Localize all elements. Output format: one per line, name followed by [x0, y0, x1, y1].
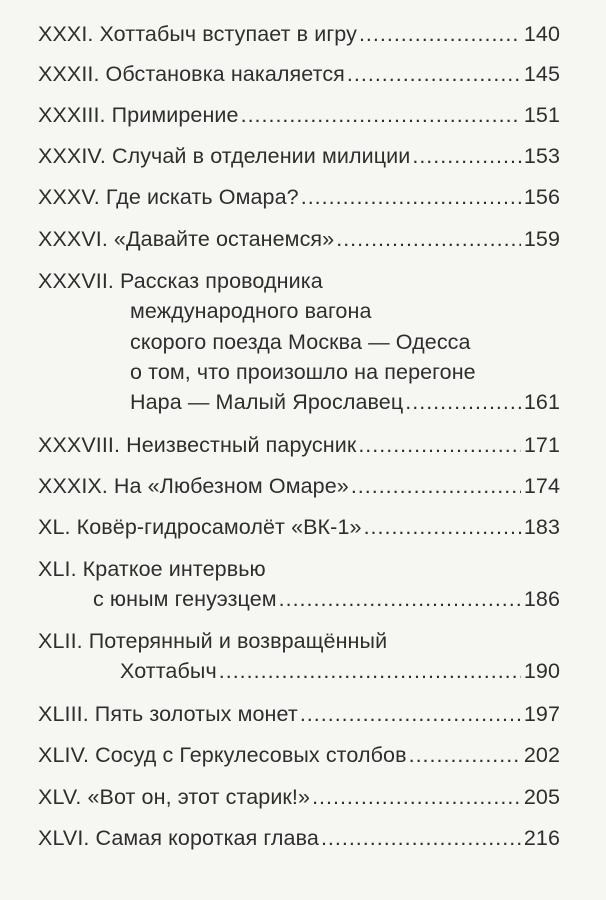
- dot-leader: [364, 515, 521, 540]
- toc-entry-line: XLII. Потерянный и возвращённый: [38, 629, 560, 657]
- dot-leader: [409, 743, 521, 768]
- chapter-title: скорого поезда Москва — Одесса: [130, 329, 471, 354]
- chapter-title: Примирение: [111, 103, 239, 127]
- toc-entry-line: с юным генуэзцем 186: [38, 587, 560, 615]
- page-number: 216: [523, 826, 560, 850]
- chapter-number: XLV.: [38, 785, 82, 809]
- chapter-number: XXXIII.: [38, 103, 106, 127]
- page-number: 171: [523, 433, 560, 457]
- chapter-title: Краткое интервью: [82, 557, 266, 581]
- toc-entry-line: Нара — Малый Ярославец 161: [38, 390, 560, 418]
- toc-entry-line: XXXVII. Рассказ проводника: [38, 269, 560, 297]
- chapter-title: Случай в отделении милиции: [111, 144, 411, 168]
- page-number: 161: [523, 390, 560, 415]
- page-number: 156: [523, 185, 560, 209]
- page-number: 174: [523, 474, 560, 498]
- chapter-number: XLI.: [38, 557, 77, 581]
- chapter-title: Ковёр-гидросамолёт «ВК-1»: [76, 515, 362, 539]
- page-number: 197: [523, 702, 560, 726]
- toc-entry-line: XLI. Краткое интервью: [38, 557, 560, 585]
- chapter-number: XXXI.: [38, 22, 94, 46]
- dot-leader: [358, 433, 521, 458]
- chapter-number: XLVI.: [38, 826, 90, 850]
- chapter-number: XLII.: [38, 629, 83, 653]
- toc-entry-line: XXXIX.На «Любезном Омаре» 174: [38, 474, 560, 502]
- chapter-number: XXXVI.: [38, 227, 108, 251]
- toc-entry-line: XXXI.Хоттабыч вступает в игру 140: [38, 22, 560, 50]
- dot-leader: [321, 826, 521, 851]
- dot-leader: [412, 144, 520, 169]
- dot-leader: [347, 62, 521, 87]
- toc-entry-line: XXXIII.Примирение 151: [38, 103, 560, 131]
- toc-entry-line: международного вагона: [38, 299, 560, 327]
- chapter-number: XXXII.: [38, 62, 100, 86]
- chapter-title: Неизвестный парусник: [126, 433, 357, 457]
- toc-entry-line: XXXIV.Случай в отделении милиции 153: [38, 144, 560, 172]
- toc-entry-line: XXXV.Где искать Омара? 156: [38, 185, 560, 213]
- chapter-title: Обстановка накаляется: [105, 62, 345, 86]
- chapter-title: На «Любезном Омаре»: [113, 474, 349, 498]
- dot-leader: [279, 587, 521, 612]
- dot-leader: [351, 474, 521, 499]
- chapter-title: Хоттабыч: [120, 659, 217, 684]
- page-number: 202: [523, 743, 560, 767]
- page-number: 183: [523, 515, 560, 539]
- dot-leader: [300, 702, 521, 727]
- toc-entry-line: скорого поезда Москва — Одесса: [38, 330, 560, 358]
- page-number: 151: [523, 103, 560, 127]
- chapter-title: международного вагона: [130, 299, 372, 324]
- chapter-number: XLIV.: [38, 743, 90, 767]
- toc-entry-line: XXXVI.«Давайте останемся» 159: [38, 227, 560, 255]
- chapter-title: Хоттабыч вступает в игру: [99, 22, 357, 46]
- toc-entry-line: XLIV.Сосуд с Геркулесовых столбов 202: [38, 743, 560, 771]
- chapter-title: о том, что произошло на перегоне: [130, 359, 476, 384]
- chapter-title: Потерянный и возвращённый: [88, 629, 388, 653]
- dot-leader: [405, 390, 521, 415]
- chapter-title: Где искать Омара?: [105, 185, 299, 209]
- page-number: 145: [523, 62, 560, 86]
- chapter-title: Пять золотых монет: [94, 702, 298, 726]
- chapter-number: XXXVIII.: [38, 433, 121, 457]
- page-number: 186: [523, 587, 560, 612]
- chapter-title: Самая короткая глава: [95, 826, 319, 850]
- chapter-title: Рассказ проводника: [119, 269, 323, 293]
- chapter-title: Нара — Малый Ярославец: [130, 390, 404, 415]
- chapter-title: «Давайте останемся»: [113, 227, 335, 251]
- chapter-number: XXXIX.: [38, 474, 108, 498]
- toc-entry-line: XLVI.Самая короткая глава 216: [38, 826, 560, 854]
- chapter-number: XXXVII.: [38, 269, 114, 293]
- chapter-number: XL.: [38, 515, 71, 539]
- toc-entry-line: XXXII.Обстановка накаляется 145: [38, 62, 560, 90]
- toc-entry-line: XXXVIII.Неизвестный парусник 171: [38, 433, 560, 461]
- page-number: 140: [523, 22, 560, 46]
- dot-leader: [336, 227, 521, 252]
- dot-leader: [301, 185, 521, 210]
- toc-entry-line: о том, что произошло на перегоне: [38, 360, 560, 388]
- toc-entry-line: XLV.«Вот он, этот старик!» 205: [38, 785, 560, 813]
- chapter-title: Сосуд с Геркулесовых столбов: [95, 743, 407, 767]
- chapter-number: XLIII.: [38, 702, 89, 726]
- dot-leader: [359, 22, 521, 47]
- chapter-title: с юным генуэзцем: [93, 587, 277, 612]
- dot-leader: [241, 103, 521, 128]
- page-number: 190: [523, 659, 560, 684]
- dot-leader: [219, 659, 521, 684]
- chapter-number: XXXV.: [38, 185, 100, 209]
- page-number: 159: [523, 227, 560, 251]
- toc-entry-line: XL.Ковёр-гидросамолёт «ВК-1» 183: [38, 515, 560, 543]
- dot-leader: [312, 785, 521, 810]
- page-number: 205: [523, 785, 560, 809]
- toc-entry-line: XLIII.Пять золотых монет 197: [38, 702, 560, 730]
- page-number: 153: [523, 144, 560, 168]
- chapter-number: XXXIV.: [38, 144, 106, 168]
- chapter-title: «Вот он, этот старик!»: [87, 785, 311, 809]
- toc-entry-line: Хоттабыч 190: [38, 659, 560, 687]
